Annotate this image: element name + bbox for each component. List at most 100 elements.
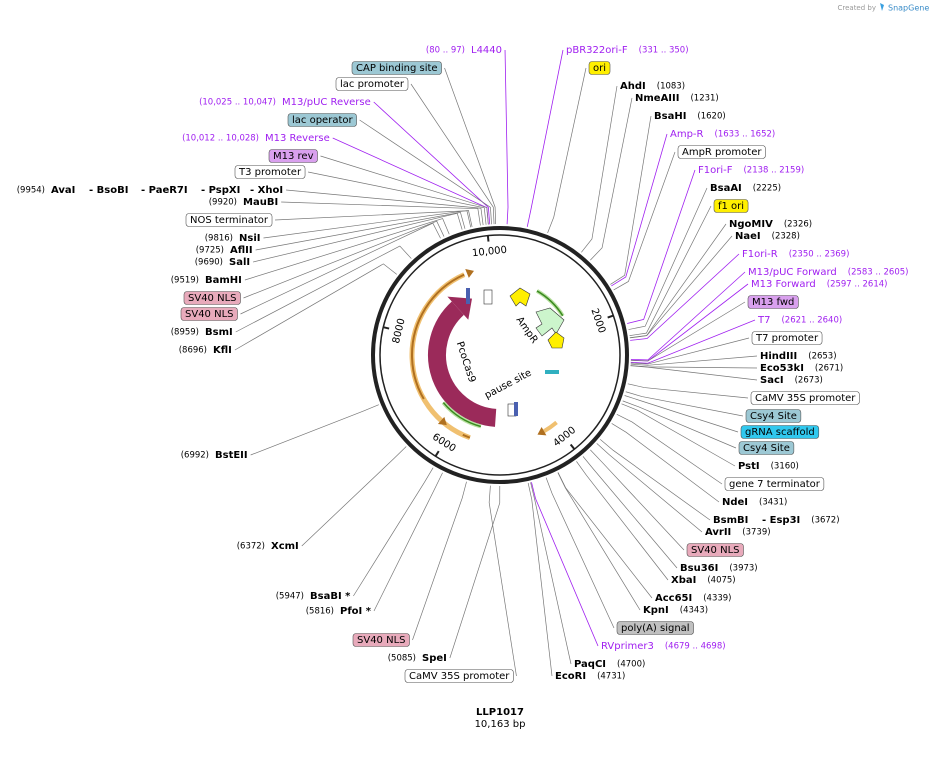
leader-line [599,439,711,521]
leader-line [410,83,495,225]
site-position: (2328) [772,232,800,242]
enzyme-name: HindIII [760,351,797,362]
map-label: XcmI (6372) [237,541,299,552]
leader-line [240,222,441,315]
primer-name: M13/pUC Reverse [282,97,371,108]
ring-tick [569,443,576,450]
ring-tick-label: 4000 [551,425,578,449]
map-label: BsaAI (2225) [710,183,781,194]
site-position: (4700) [617,660,645,670]
map-label: - Esp3I (3672) [762,515,840,526]
feature-name: gene 7 terminator [729,479,821,490]
feature-box [234,165,306,179]
leader-line [625,391,744,417]
site-position: (9954) [17,186,45,196]
site-position: (9816) [205,234,233,244]
feature-name: SV40 NLS [357,635,406,646]
site-position: (4339) [703,594,731,604]
feature-box [351,61,442,75]
feature-name: Csy4 Site [750,411,797,422]
site-position: (2225) [753,184,781,194]
leader-line [622,400,737,449]
enzyme-name: BsmBI [713,515,748,526]
ring-tick-label: 8000 [391,317,408,344]
map-label: NOS terminator [185,213,273,227]
ring-tick [486,235,490,242]
enzyme-name: XcmI [271,541,299,552]
site-position: (331 .. 350) [639,46,689,56]
map-label: NdeI (3431) [722,497,787,508]
feature-box [677,145,766,159]
enzyme-name: MauBI [243,197,278,208]
map-label: NaeI (2328) [735,231,800,242]
map-label: AflII (9725) [196,245,253,256]
feature-box [724,477,825,491]
green-arc-core [442,402,482,428]
site-position: (1231) [690,94,718,104]
primer-name: M13 Forward [751,279,816,290]
leader-line [624,395,739,433]
primer-name: M13 Reverse [265,133,330,144]
map-label: BsaHI (1620) [654,111,726,122]
leader-line [630,271,746,361]
feature-name: CAP binding site [356,63,438,74]
enzyme-name: PfoI * [340,606,372,617]
map-label: HindIII (2653) [760,351,837,362]
enzyme-name: BsaHI [654,111,686,122]
map-label: - XhoI [250,185,283,196]
site-position: (8959) [171,328,199,338]
leader-line [627,169,696,324]
feature-label: AmpR [514,315,540,346]
leader-line [530,482,572,665]
leader-line [628,187,708,330]
leader-line [630,253,740,341]
leader-line [611,423,720,503]
leader-line [488,485,517,677]
feature-name: NOS terminator [190,215,269,226]
leader-lines [234,49,758,677]
leader-line [286,189,484,226]
feature-name: Csy4 Site [743,443,790,454]
plasmid-length: 10,163 bp [475,719,526,730]
leader-line [353,467,434,597]
leader-line [281,201,481,226]
site-position: (6372) [237,542,265,552]
map-label: - BsoBI [89,185,128,196]
map-label: L4440 (80 .. 97) [426,45,502,56]
primer-name: F1ori-R [742,249,778,260]
map-label: CaMV 35S promoter [404,669,514,683]
map-label: KflI (8696) [179,345,232,356]
site-position: (10,025 .. 10,047) [199,98,276,108]
site-position: (2597 .. 2614) [827,280,888,290]
leader-line [629,235,733,339]
leader-line [373,472,443,612]
leader-line [629,205,712,336]
enzyme-name: BsaAI [710,183,742,194]
leader-line [235,245,412,333]
primer-name: pBR322ori-F [566,45,628,56]
leader-line [629,223,727,339]
enzyme-name: NmeAIII [635,93,679,104]
feature-name: CaMV 35S promoter [755,393,856,404]
feature-box [180,307,238,321]
enzyme-name: NgoMIV [729,219,773,230]
leader-line [545,477,615,629]
promoter-box [483,289,493,305]
enzyme-name: NsiI [239,233,260,244]
map-label: SV40 NLS [183,291,241,305]
leader-line [616,413,723,485]
leader-line [621,403,736,467]
feature-name: SV40 NLS [188,293,237,304]
enzyme-name: BamHI [205,275,242,286]
map-label: Csy4 Site [738,441,795,455]
leader-line [332,137,489,225]
map-label: Eco53kI (2671) [760,363,843,374]
enzyme-name: AvaI [51,185,75,196]
feature-name: CaMV 35S promoter [409,671,510,682]
map-label: SalI (9690) [195,257,250,268]
map-label: gene 7 terminator [724,477,825,491]
site-position: (2326) [784,220,812,230]
enzyme-name: NaeI [735,231,761,242]
leader-line [547,67,587,234]
leader-line [250,404,379,456]
